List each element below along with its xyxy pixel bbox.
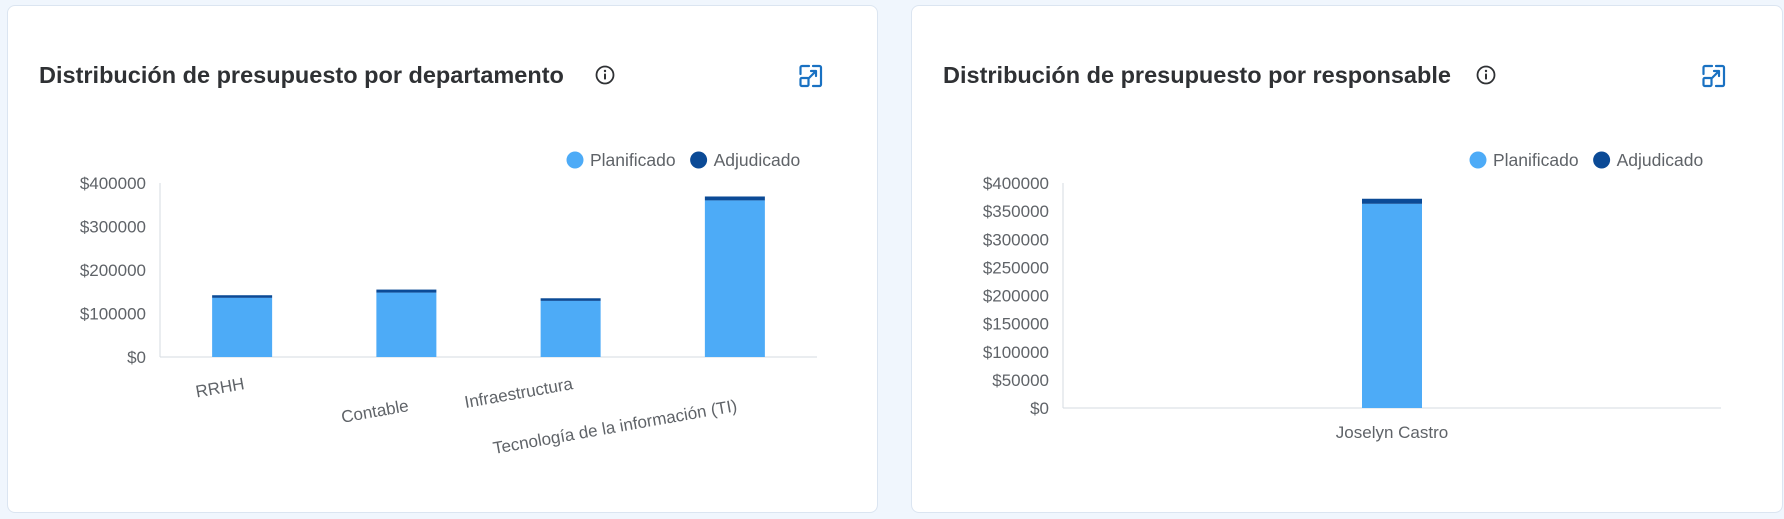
card-title: Distribución de presupuesto por departam… (39, 62, 564, 88)
bar-planificado (212, 297, 273, 357)
bar-planificado (540, 300, 601, 357)
bar-adjudicado (540, 298, 601, 301)
y-tick-label: $300000 (983, 230, 1049, 249)
bar-adjudicado (704, 196, 765, 201)
bar-planificado (1362, 203, 1422, 408)
y-tick-label: $50000 (992, 371, 1049, 390)
info-circle-icon[interactable] (594, 64, 616, 86)
expand-icon[interactable] (797, 62, 825, 90)
x-tick-label: Tecnología de la información (TI) (491, 396, 738, 458)
legend-label: Adjudicado (1617, 150, 1704, 170)
bar-adjudicado (376, 289, 437, 293)
y-tick-label: $300000 (80, 218, 146, 237)
legend-marker (690, 151, 708, 169)
x-tick-label: RRHH (194, 374, 246, 401)
legend-label: Planificado (590, 150, 676, 170)
y-tick-label: $100000 (80, 305, 146, 324)
y-tick-label: $400000 (983, 174, 1049, 193)
x-tick-label: Contable (340, 396, 410, 427)
legend-marker (1593, 151, 1611, 169)
department-bar-chart: $400000 $300000 $200000 $100000 $0 RRHH Contab… (80, 150, 817, 458)
y-tick-label: $0 (127, 348, 146, 367)
owner-bar-chart: $400000 $350000 $300000 $250000 $200000 $1500… (983, 150, 1721, 442)
legend-marker (566, 151, 584, 169)
legend-marker (1469, 151, 1487, 169)
expand-icon[interactable] (1700, 62, 1728, 90)
card-title: Distribución de presupuesto por responsa… (943, 62, 1451, 88)
y-tick-label: $400000 (80, 174, 146, 193)
y-tick-label: $0 (1030, 399, 1049, 418)
y-tick-label: $200000 (80, 261, 146, 280)
y-tick-label: $150000 (983, 315, 1049, 334)
y-tick-label: $100000 (983, 343, 1049, 362)
budget-by-department-card: Distribución de presupuesto por departam… (7, 5, 878, 513)
bar-planificado (376, 292, 437, 357)
x-tick-label: Infraestructura (463, 374, 575, 412)
info-circle-icon[interactable] (1475, 64, 1497, 86)
legend-label: Planificado (1493, 150, 1579, 170)
y-tick-label: $350000 (983, 202, 1049, 221)
budget-by-owner-card: Distribución de presupuesto por responsa… (911, 5, 1783, 513)
bar-adjudicado (212, 295, 273, 298)
bar-adjudicado (1362, 198, 1422, 204)
y-tick-label: $250000 (983, 258, 1049, 277)
bar-planificado (704, 200, 765, 357)
y-tick-label: $200000 (983, 287, 1049, 306)
x-tick-label: Joselyn Castro (1336, 423, 1448, 442)
legend-label: Adjudicado (714, 150, 801, 170)
